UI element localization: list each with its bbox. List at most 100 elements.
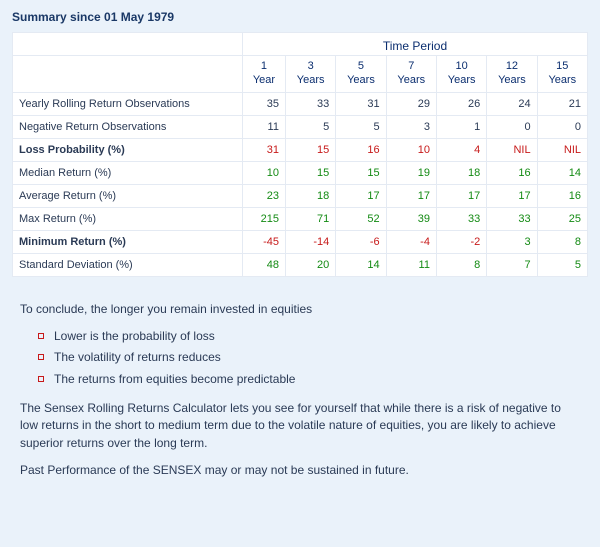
cell: 15 bbox=[285, 161, 335, 184]
period-header: 1 Year bbox=[243, 56, 286, 93]
row-label: Median Return (%) bbox=[13, 161, 243, 184]
period-header: 3Years bbox=[285, 56, 335, 93]
cell: NIL bbox=[487, 138, 537, 161]
table-row: Max Return (%)215715239333325 bbox=[13, 207, 588, 230]
cell: 15 bbox=[285, 138, 335, 161]
cell: 29 bbox=[386, 92, 436, 115]
header-blank bbox=[13, 33, 243, 56]
bullet-text: The returns from equities become predict… bbox=[54, 372, 295, 386]
period-top: 10 bbox=[455, 60, 467, 72]
period-header: 7 Years bbox=[386, 56, 436, 93]
bullet-text: The volatility of returns reduces bbox=[54, 350, 221, 364]
conclusion-bullets: Lower is the probability of loss The vola… bbox=[20, 328, 580, 388]
cell: 20 bbox=[285, 253, 335, 276]
cell: 11 bbox=[243, 115, 286, 138]
cell: 33 bbox=[436, 207, 486, 230]
table-body: Yearly Rolling Return Observations353331… bbox=[13, 92, 588, 276]
cell: 5 bbox=[537, 253, 587, 276]
cell: 24 bbox=[487, 92, 537, 115]
row-label: Standard Deviation (%) bbox=[13, 253, 243, 276]
cell: 0 bbox=[487, 115, 537, 138]
period-bottom: Years bbox=[448, 74, 476, 86]
cell: 26 bbox=[436, 92, 486, 115]
cell: -45 bbox=[243, 230, 286, 253]
cell: 23 bbox=[243, 184, 286, 207]
period-header: 5Years bbox=[336, 56, 386, 93]
cell: 18 bbox=[285, 184, 335, 207]
period-top: 7 bbox=[408, 60, 414, 72]
period-top: 3 bbox=[308, 60, 314, 72]
conclusion-block: To conclude, the longer you remain inves… bbox=[12, 277, 588, 480]
cell: 7 bbox=[487, 253, 537, 276]
table-head: Time Period 1Year3Years5Years7Years10Yea… bbox=[13, 33, 588, 93]
cell: 17 bbox=[336, 184, 386, 207]
table-row: Yearly Rolling Return Observations353331… bbox=[13, 92, 588, 115]
table-row: Minimum Return (%)-45-14-6-4-238 bbox=[13, 230, 588, 253]
row-label: Loss Probability (%) bbox=[13, 138, 243, 161]
period-top: 1 bbox=[261, 60, 267, 72]
cell: 14 bbox=[336, 253, 386, 276]
period-top: 5 bbox=[358, 60, 364, 72]
cell: 3 bbox=[386, 115, 436, 138]
period-bottom: Years bbox=[548, 74, 576, 86]
cell: 17 bbox=[436, 184, 486, 207]
table-row: Negative Return Observations11553100 bbox=[13, 115, 588, 138]
period-header: 15 Years bbox=[537, 56, 587, 93]
row-label: Negative Return Observations bbox=[13, 115, 243, 138]
cell: 11 bbox=[386, 253, 436, 276]
period-top: 12 bbox=[506, 60, 518, 72]
bullet-item: Lower is the probability of loss bbox=[38, 328, 580, 345]
table-row: Standard Deviation (%)48201411875 bbox=[13, 253, 588, 276]
period-bottom: Years bbox=[397, 74, 425, 86]
cell: 10 bbox=[386, 138, 436, 161]
cell: 48 bbox=[243, 253, 286, 276]
period-header: 10 Years bbox=[436, 56, 486, 93]
square-bullet-icon bbox=[38, 376, 44, 382]
conclusion-para: The Sensex Rolling Returns Calculator le… bbox=[20, 400, 580, 452]
bullet-item: The returns from equities become predict… bbox=[38, 371, 580, 388]
cell: 8 bbox=[436, 253, 486, 276]
period-bottom: Year bbox=[253, 74, 275, 86]
table-row: Median Return (%)10151519181614 bbox=[13, 161, 588, 184]
cell: 3 bbox=[487, 230, 537, 253]
cell: 4 bbox=[436, 138, 486, 161]
cell: 1 bbox=[436, 115, 486, 138]
cell: 10 bbox=[243, 161, 286, 184]
cell: 8 bbox=[537, 230, 587, 253]
cell: 17 bbox=[386, 184, 436, 207]
cell: 5 bbox=[336, 115, 386, 138]
table-row: Average Return (%)23181717171716 bbox=[13, 184, 588, 207]
period-bottom: Years bbox=[498, 74, 526, 86]
cell: 19 bbox=[386, 161, 436, 184]
summary-panel: Summary since 01 May 1979 Time Period 1Y… bbox=[0, 0, 600, 502]
bullet-text: Lower is the probability of loss bbox=[54, 329, 215, 343]
cell: 33 bbox=[285, 92, 335, 115]
cell: NIL bbox=[537, 138, 587, 161]
cell: -2 bbox=[436, 230, 486, 253]
table-row: Loss Probability (%)311516104NILNIL bbox=[13, 138, 588, 161]
period-top: 15 bbox=[556, 60, 568, 72]
square-bullet-icon bbox=[38, 333, 44, 339]
returns-table: Time Period 1Year3Years5Years7Years10Yea… bbox=[12, 32, 588, 277]
cell: 35 bbox=[243, 92, 286, 115]
bullet-item: The volatility of returns reduces bbox=[38, 349, 580, 366]
cell: 15 bbox=[336, 161, 386, 184]
row-label: Average Return (%) bbox=[13, 184, 243, 207]
cell: 16 bbox=[537, 184, 587, 207]
conclusion-disclaimer: Past Performance of the SENSEX may or ma… bbox=[20, 462, 580, 479]
time-period-spanner: Time Period bbox=[243, 33, 588, 56]
cell: 18 bbox=[436, 161, 486, 184]
cell: 14 bbox=[537, 161, 587, 184]
cell: 21 bbox=[537, 92, 587, 115]
cell: 71 bbox=[285, 207, 335, 230]
period-header: 12 Years bbox=[487, 56, 537, 93]
cell: -6 bbox=[336, 230, 386, 253]
conclusion-lead: To conclude, the longer you remain inves… bbox=[20, 301, 580, 318]
cell: -14 bbox=[285, 230, 335, 253]
cell: 31 bbox=[243, 138, 286, 161]
cell: 5 bbox=[285, 115, 335, 138]
cell: 25 bbox=[537, 207, 587, 230]
cell: 0 bbox=[537, 115, 587, 138]
cell: 52 bbox=[336, 207, 386, 230]
cell: 39 bbox=[386, 207, 436, 230]
